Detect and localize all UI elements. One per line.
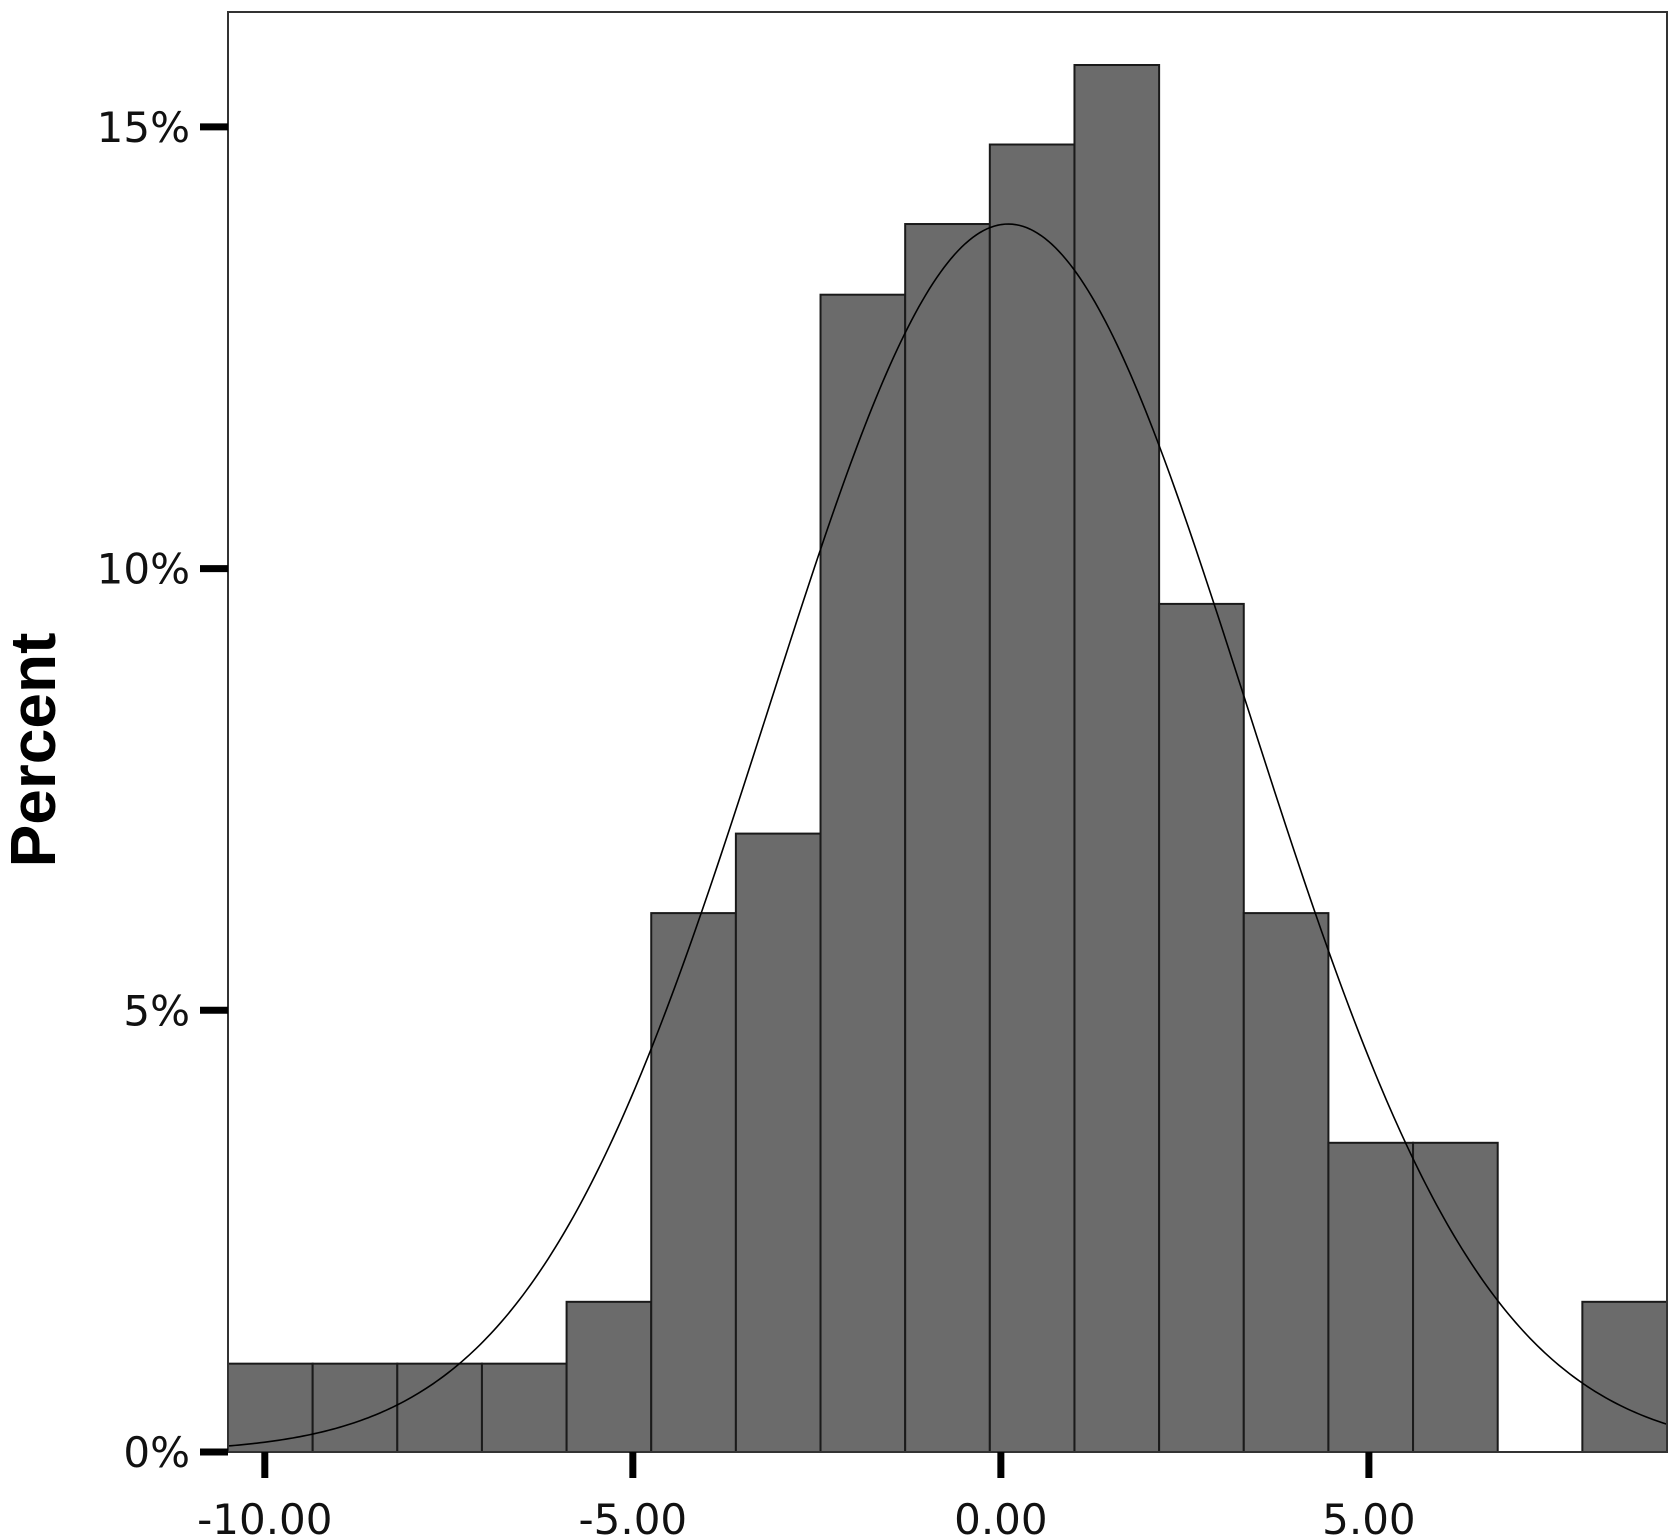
normal-curve [227, 223, 1668, 1447]
histogram-bar [1242, 912, 1330, 1453]
histogram-bar [396, 1362, 483, 1454]
y-tick-label: 0% [123, 1428, 190, 1477]
bars [227, 64, 1668, 1454]
y-axis-ticks: 0% 5% 10% 15% [97, 103, 228, 1477]
histogram-bar [734, 832, 822, 1453]
histogram-bar [650, 912, 737, 1453]
histogram-bar [1073, 64, 1161, 1454]
y-axis-title: Percent [0, 633, 69, 868]
x-tick-label: -5.00 [578, 1495, 687, 1540]
y-tick-label: 15% [97, 103, 190, 152]
histogram-bar [1412, 1141, 1499, 1453]
histogram-bar [1327, 1141, 1415, 1453]
x-tick-label: 5.00 [1322, 1495, 1416, 1540]
histogram-bar [480, 1362, 568, 1454]
histogram-bar [1158, 602, 1245, 1453]
histogram-bar [819, 293, 907, 1454]
histogram-bar [227, 1362, 314, 1454]
histogram-bar [1581, 1300, 1668, 1453]
y-tick-label: 10% [97, 545, 190, 594]
x-tick-label: -10.00 [197, 1495, 332, 1540]
histogram-bar [311, 1362, 399, 1454]
plot-frame [227, 11, 1668, 1453]
x-tick-label: 0.00 [954, 1495, 1048, 1540]
x-axis-ticks: -10.00 -5.00 0.00 5.00 [197, 1452, 1416, 1540]
histogram-bar [988, 143, 1076, 1453]
histogram-bar [565, 1300, 653, 1453]
y-tick-label: 5% [123, 986, 190, 1035]
histogram-bar [904, 223, 991, 1453]
